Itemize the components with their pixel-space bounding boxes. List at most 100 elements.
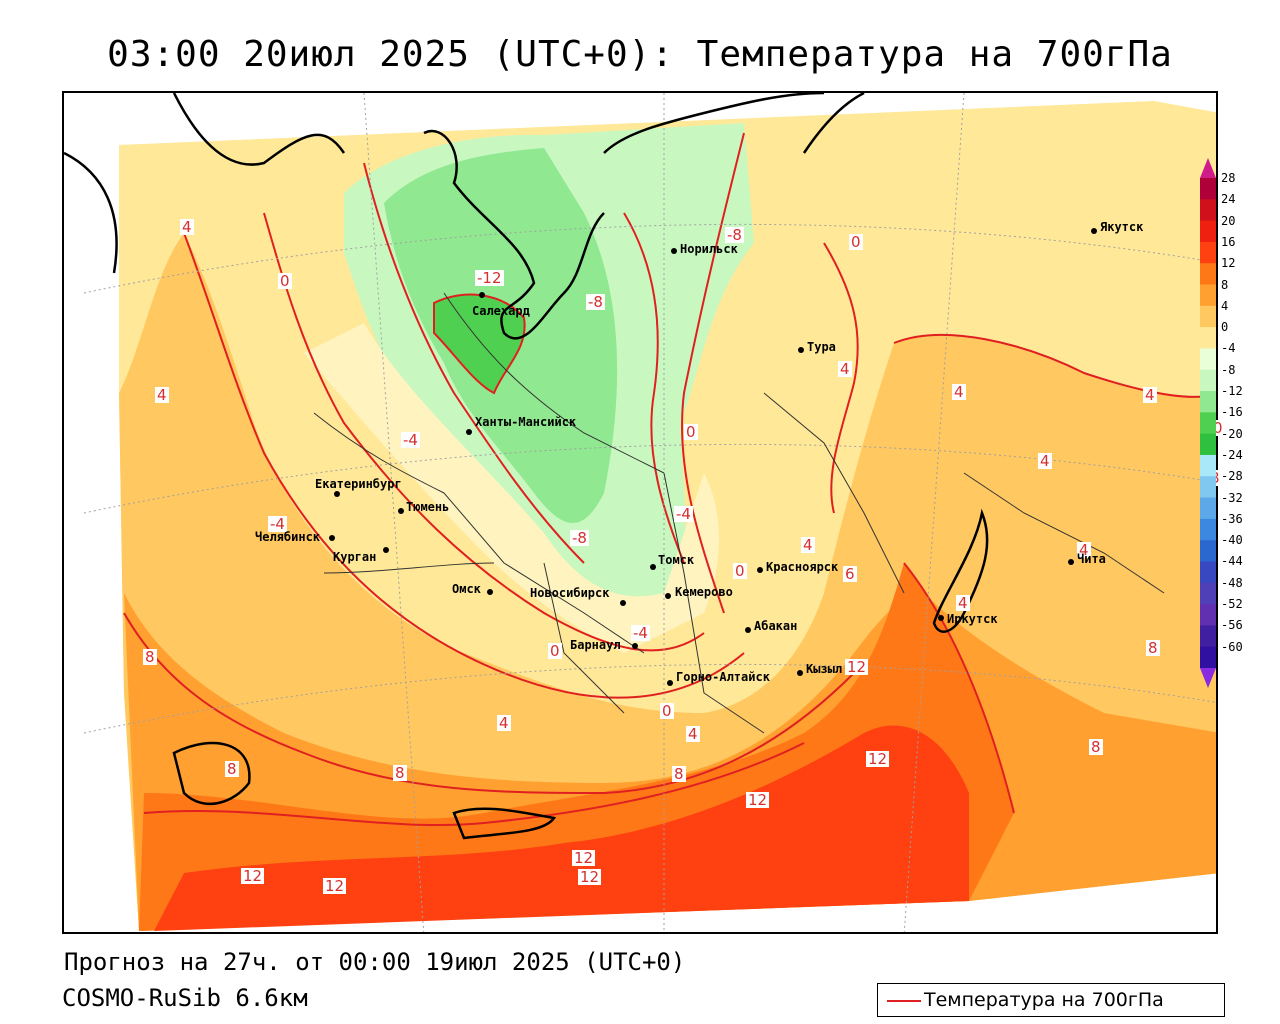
city-norilsk: Норильск: [680, 242, 738, 256]
colorbar-swatch: [1200, 369, 1216, 392]
city-tura: Тура: [807, 340, 836, 354]
colorbar-swatch: [1200, 454, 1216, 477]
colorbar-tick-label: -60: [1221, 639, 1243, 654]
isotherm-label: 4: [180, 218, 194, 236]
isotherm-label: 4: [1143, 386, 1157, 404]
city-chita: Чита: [1077, 552, 1106, 566]
isotherm-label: 4: [686, 725, 700, 743]
isotherm-label: 8: [1146, 639, 1160, 657]
city-dot: [665, 593, 671, 599]
isotherm-label: -12: [475, 269, 504, 287]
city-chelyabinsk: Челябинск: [255, 530, 321, 544]
colorbar-swatch: [1200, 625, 1216, 648]
isotherm-label: 12: [572, 849, 596, 867]
colorbar-tick-label: -24: [1221, 447, 1243, 462]
legend: Температура на 700гПа: [877, 983, 1225, 1017]
city-dot: [671, 248, 677, 254]
isotherm-label: 4: [497, 714, 511, 732]
isotherm-label: 4: [801, 536, 815, 554]
city-dot: [938, 615, 944, 621]
graticule: [83, 93, 1216, 932]
colorbar-swatch: [1200, 433, 1216, 456]
isotherm-label: 8: [143, 648, 157, 666]
coastlines: [64, 93, 989, 840]
city-tomsk: Томск: [658, 553, 695, 567]
city-kyzyl: Кызыл: [806, 662, 843, 676]
isotherm-label: 0: [660, 702, 674, 720]
colorbar-tick-label: 12: [1221, 256, 1236, 271]
isotherm-label: 0: [278, 272, 292, 290]
colorbar-swatch: [1200, 604, 1216, 626]
legend-line-swatch: [887, 1000, 921, 1002]
city-abakan: Абакан: [754, 619, 798, 633]
colorbar: [1200, 158, 1216, 688]
city-dot: [329, 535, 335, 541]
city-ekaterinburg: Екатеринбург: [315, 477, 402, 491]
colorbar-swatch: [1200, 178, 1216, 200]
region-borders: [313, 292, 1165, 734]
isotherm-label: 0: [684, 423, 698, 441]
colorbar-swatch: [1200, 518, 1216, 541]
isotherm-label: -4: [674, 505, 693, 523]
isotherm-label: 4: [952, 383, 966, 401]
city-dot: [334, 491, 340, 497]
model-name: COSMO-RuSib 6.6км: [62, 984, 308, 1012]
colorbar-swatch: [1200, 263, 1216, 286]
colorbar-swatch: [1200, 199, 1216, 222]
isotherm-label: 8: [672, 765, 686, 783]
colorbar-tick-label: -12: [1221, 384, 1243, 399]
isotherm-label: 12: [241, 867, 265, 885]
colorbar-tick-label: -4: [1221, 341, 1236, 356]
colorbar-tick-label: 20: [1221, 213, 1236, 228]
isotherm-label: -8: [570, 529, 589, 547]
isotherm-label: 12: [323, 877, 347, 895]
colorbar-swatch: [1200, 348, 1216, 371]
colorbar-swatch: [1200, 497, 1216, 520]
colorbar-swatch: [1200, 412, 1216, 435]
colorbar-swatch: [1200, 561, 1216, 584]
city-gorno-altaysk: Горно-Алтайск: [676, 670, 770, 684]
isotherm-label: 12: [578, 868, 602, 886]
colorbar-tick-label: 8: [1221, 277, 1229, 292]
colorbar-tick-label: 24: [1221, 192, 1236, 207]
colorbar-swatch: [1200, 476, 1216, 499]
colorbar-top-arrow: [1200, 158, 1216, 178]
colorbar-tick-label: -52: [1221, 597, 1243, 612]
colorbar-tick-label: 16: [1221, 234, 1236, 249]
isotherm-label: -4: [268, 515, 287, 533]
colorbar-tick-label: -8: [1221, 362, 1236, 377]
city-dot: [650, 564, 656, 570]
city-khanty-mansiysk: Ханты-Мансийск: [475, 415, 577, 429]
colorbar-tick-label: -56: [1221, 618, 1243, 633]
isotherm-label: -4: [401, 431, 420, 449]
colorbar-swatch: [1200, 391, 1216, 413]
city-dot: [797, 670, 803, 676]
city-novosibirsk: Новосибирск: [530, 586, 610, 600]
isotherm-label: 8: [1089, 738, 1103, 756]
colorbar-tick-label: -36: [1221, 511, 1243, 526]
city-krasnoyarsk: Красноярск: [766, 560, 839, 574]
colorbar-tick-label: 28: [1221, 171, 1236, 185]
forecast-info: Прогноз на 27ч. от 00:00 19июл 2025 (UTC…: [64, 948, 686, 976]
city-dot: [620, 600, 626, 606]
city-salekhard: Салехард: [472, 304, 530, 318]
city-dot: [745, 627, 751, 633]
city-yakutsk: Якутск: [1100, 220, 1144, 234]
colorbar-swatches: [1200, 158, 1216, 688]
page-title: 03:00 20июл 2025 (UTC+0): Температура на…: [107, 34, 1173, 75]
isotherm-label: 0: [733, 562, 747, 580]
city-dot: [383, 547, 389, 553]
colorbar-tick-label: 0: [1221, 320, 1229, 335]
city-kemerovo: Кемерово: [675, 585, 733, 599]
colorbar-swatch: [1200, 327, 1216, 349]
isotherm-label: -8: [725, 226, 744, 244]
isotherm-label: 4: [1077, 541, 1091, 559]
city-barnaul: Барнаул: [570, 638, 621, 652]
city-dot: [798, 347, 804, 353]
isotherm-label: 4: [838, 360, 852, 378]
city-tyumen: Тюмень: [406, 500, 450, 514]
colorbar-tick-label: -32: [1221, 490, 1243, 505]
city-irkutsk: Иркутск: [947, 612, 998, 626]
temperature-map: [64, 93, 1216, 932]
colorbar-tick-label: -44: [1221, 554, 1243, 569]
